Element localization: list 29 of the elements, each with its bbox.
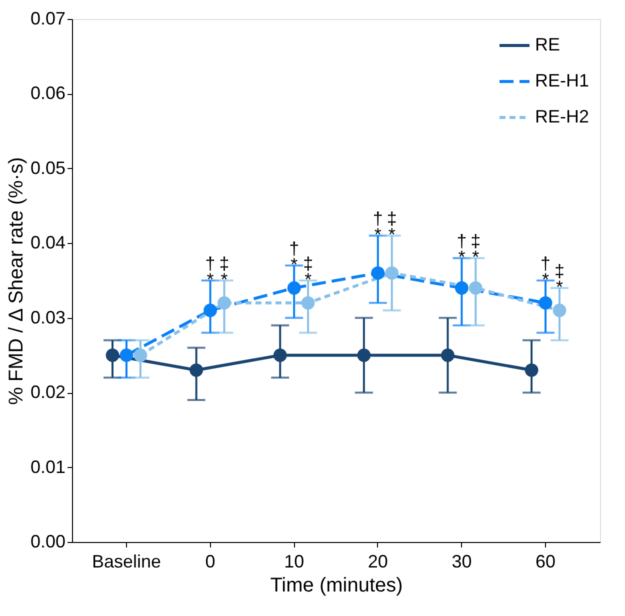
- x-tick-label: 20: [368, 552, 388, 572]
- x-tick-label: 10: [284, 552, 304, 572]
- y-tick-label: 0.04: [30, 232, 66, 253]
- annotation: † *: [540, 254, 551, 290]
- legend-label: RE-H2: [535, 106, 590, 126]
- y-tick-label: 0.02: [30, 382, 66, 402]
- annotation: ‡ *: [470, 231, 481, 268]
- annotation: ‡ *: [219, 254, 230, 290]
- annotation: † *: [205, 254, 216, 290]
- y-tick-label: 0.03: [30, 307, 66, 328]
- y-tick-label: 0.05: [30, 158, 66, 178]
- x-axis-title: Time (minutes): [270, 574, 403, 596]
- y-tick-label: 0.01: [30, 456, 66, 477]
- legend-label: RE-H1: [535, 70, 590, 90]
- annotation: † *: [372, 208, 383, 245]
- y-tick-label: 0.06: [30, 83, 66, 104]
- x-tick-label: 30: [452, 552, 472, 572]
- y-axis-title: % FMD / Δ Shear rate (%·s): [5, 157, 28, 405]
- x-tick-label: 60: [536, 552, 556, 572]
- y-tick-label: 0.00: [30, 532, 66, 552]
- annotation: ‡ *: [303, 254, 314, 290]
- x-tick-label: 0: [205, 552, 216, 572]
- legend-label: RE: [535, 34, 560, 54]
- x-tick-label: Baseline: [92, 552, 161, 572]
- annotation: † *: [289, 238, 300, 275]
- annotation: † *: [456, 231, 467, 268]
- y-tick-label: 0.07: [30, 8, 66, 28]
- annotation: ‡ *: [554, 260, 564, 297]
- annotation: ‡ *: [386, 208, 397, 245]
